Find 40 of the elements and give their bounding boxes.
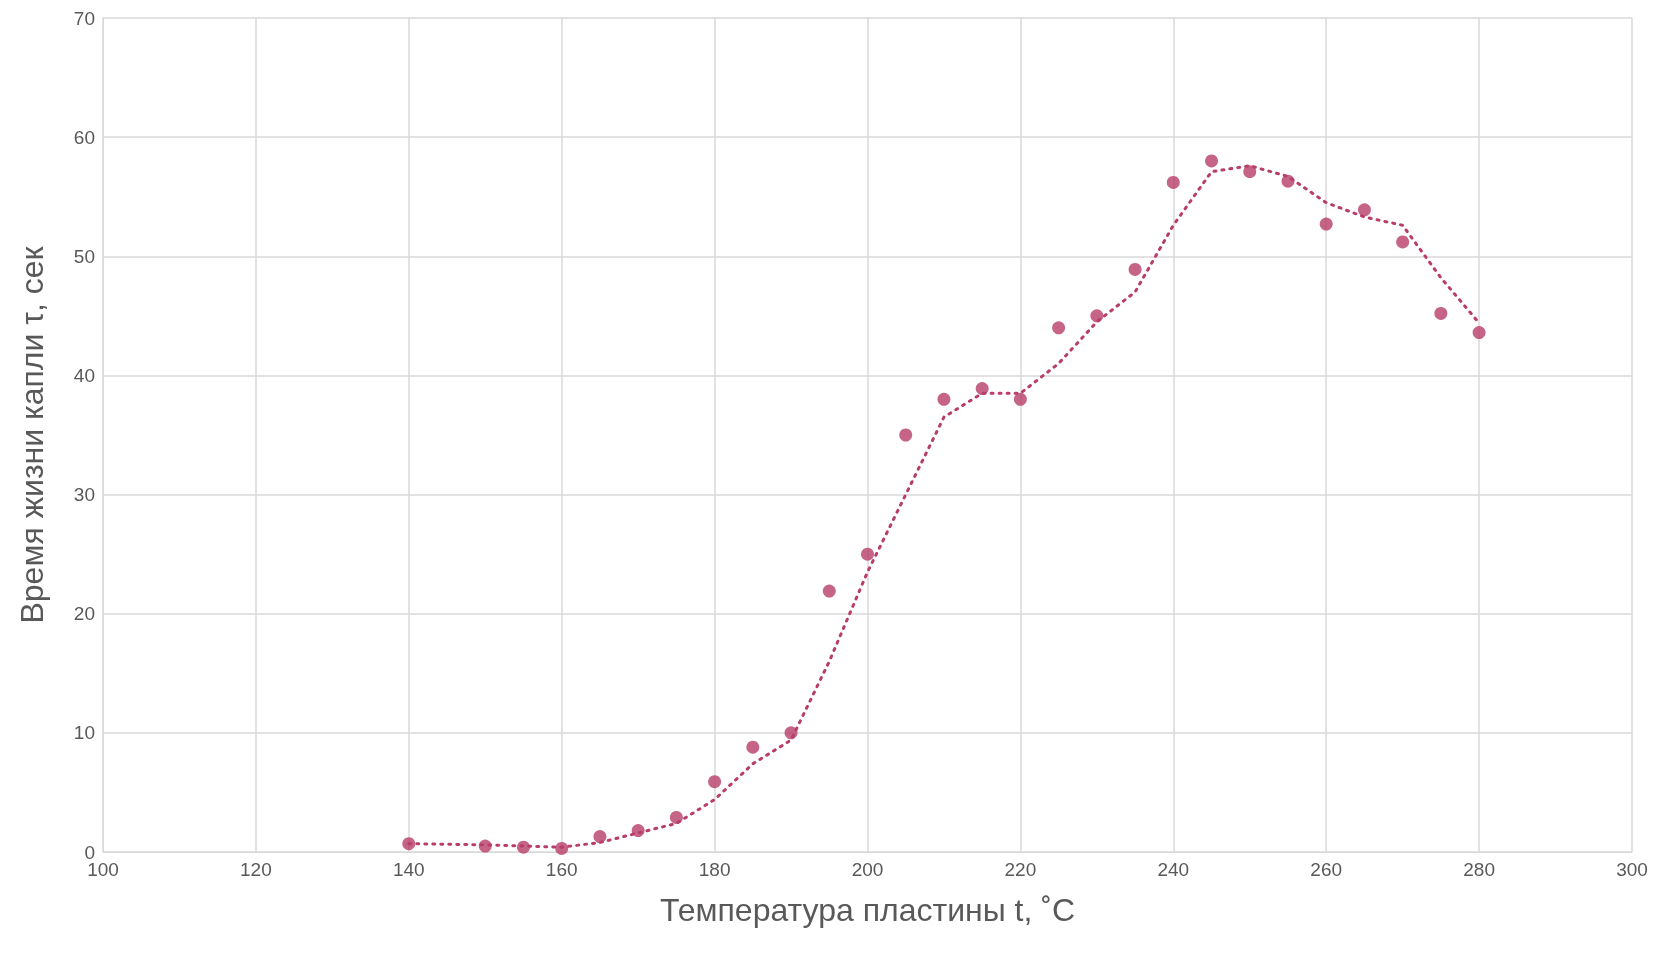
x-tick-label: 220 — [1004, 859, 1037, 880]
point — [1434, 306, 1448, 320]
x-axis-title: Температура пластины t, ˚C — [659, 892, 1076, 928]
x-tick-label: 140 — [392, 859, 425, 880]
x-tick-label: 160 — [545, 859, 578, 880]
point — [1472, 326, 1486, 340]
point — [669, 810, 683, 824]
x-tick-label: 240 — [1157, 859, 1190, 880]
point — [975, 382, 989, 396]
y-tick-label: 10 — [73, 722, 95, 744]
y-axis-title: Время жизни капли τ, сек — [14, 245, 50, 624]
point — [1166, 175, 1180, 189]
y-tick-label: 60 — [73, 126, 95, 148]
point — [1319, 217, 1333, 231]
y-tick-label: 20 — [73, 603, 95, 625]
point — [937, 392, 951, 406]
point — [1243, 165, 1257, 179]
point — [899, 428, 913, 442]
point — [861, 547, 874, 561]
point — [402, 837, 416, 851]
x-tick-label: 300 — [1616, 859, 1648, 880]
y-tick-label: 30 — [73, 484, 95, 506]
point — [1357, 203, 1371, 217]
point — [1128, 262, 1142, 276]
point — [822, 584, 836, 598]
x-tick-label: 260 — [1310, 859, 1343, 880]
point — [708, 775, 722, 789]
point — [1205, 154, 1219, 168]
y-tick-label: 40 — [73, 364, 95, 386]
point — [1013, 392, 1027, 406]
x-tick-label: 280 — [1463, 859, 1495, 880]
x-tick-label: 180 — [698, 859, 731, 880]
x-tick-label: 200 — [851, 859, 884, 880]
y-tick-label: 50 — [73, 245, 95, 267]
y-tick-label: 70 — [73, 7, 95, 29]
point — [1052, 321, 1066, 335]
point — [1396, 235, 1410, 249]
x-tick-label: 120 — [240, 859, 272, 880]
point — [746, 740, 760, 754]
point — [593, 830, 607, 844]
